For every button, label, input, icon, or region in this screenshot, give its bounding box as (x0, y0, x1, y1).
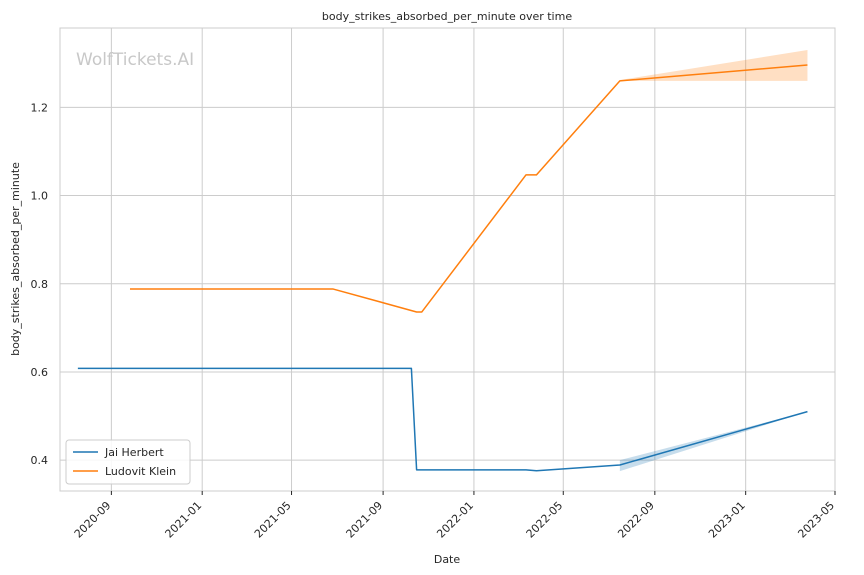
chart-title: body_strikes_absorbed_per_minute over ti… (322, 10, 572, 23)
legend: Jai Herbert Ludovit Klein (65, 439, 191, 485)
y-tick-label: 0.6 (31, 366, 49, 379)
confidence-band-jai-herbert (619, 411, 808, 472)
confidence-band-ludovit-klein (619, 50, 808, 81)
y-axis-label: body_strikes_absorbed_per_minute (9, 162, 22, 356)
y-tick-label: 1.2 (31, 101, 49, 114)
series-line-ludovit-klein (129, 64, 808, 313)
legend-box (65, 439, 191, 485)
plot-frame (59, 27, 836, 492)
y-tick-label: 0.4 (31, 454, 49, 467)
gridlines (60, 28, 836, 491)
y-tick-label: 1.0 (31, 190, 49, 203)
confidence-bands (619, 50, 808, 472)
x-axis-label: Date (434, 553, 461, 566)
y-tick-labels: 0.4 0.6 0.8 1.0 1.2 (31, 101, 49, 467)
legend-label-jai-herbert: Jai Herbert (104, 446, 164, 459)
series-lines (77, 64, 808, 472)
legend-label-ludovit-klein: Ludovit Klein (105, 465, 176, 478)
series-line-jai-herbert (77, 367, 808, 472)
watermark-text: WolfTickets.AI (76, 50, 194, 70)
y-tick-label: 0.8 (31, 278, 49, 291)
